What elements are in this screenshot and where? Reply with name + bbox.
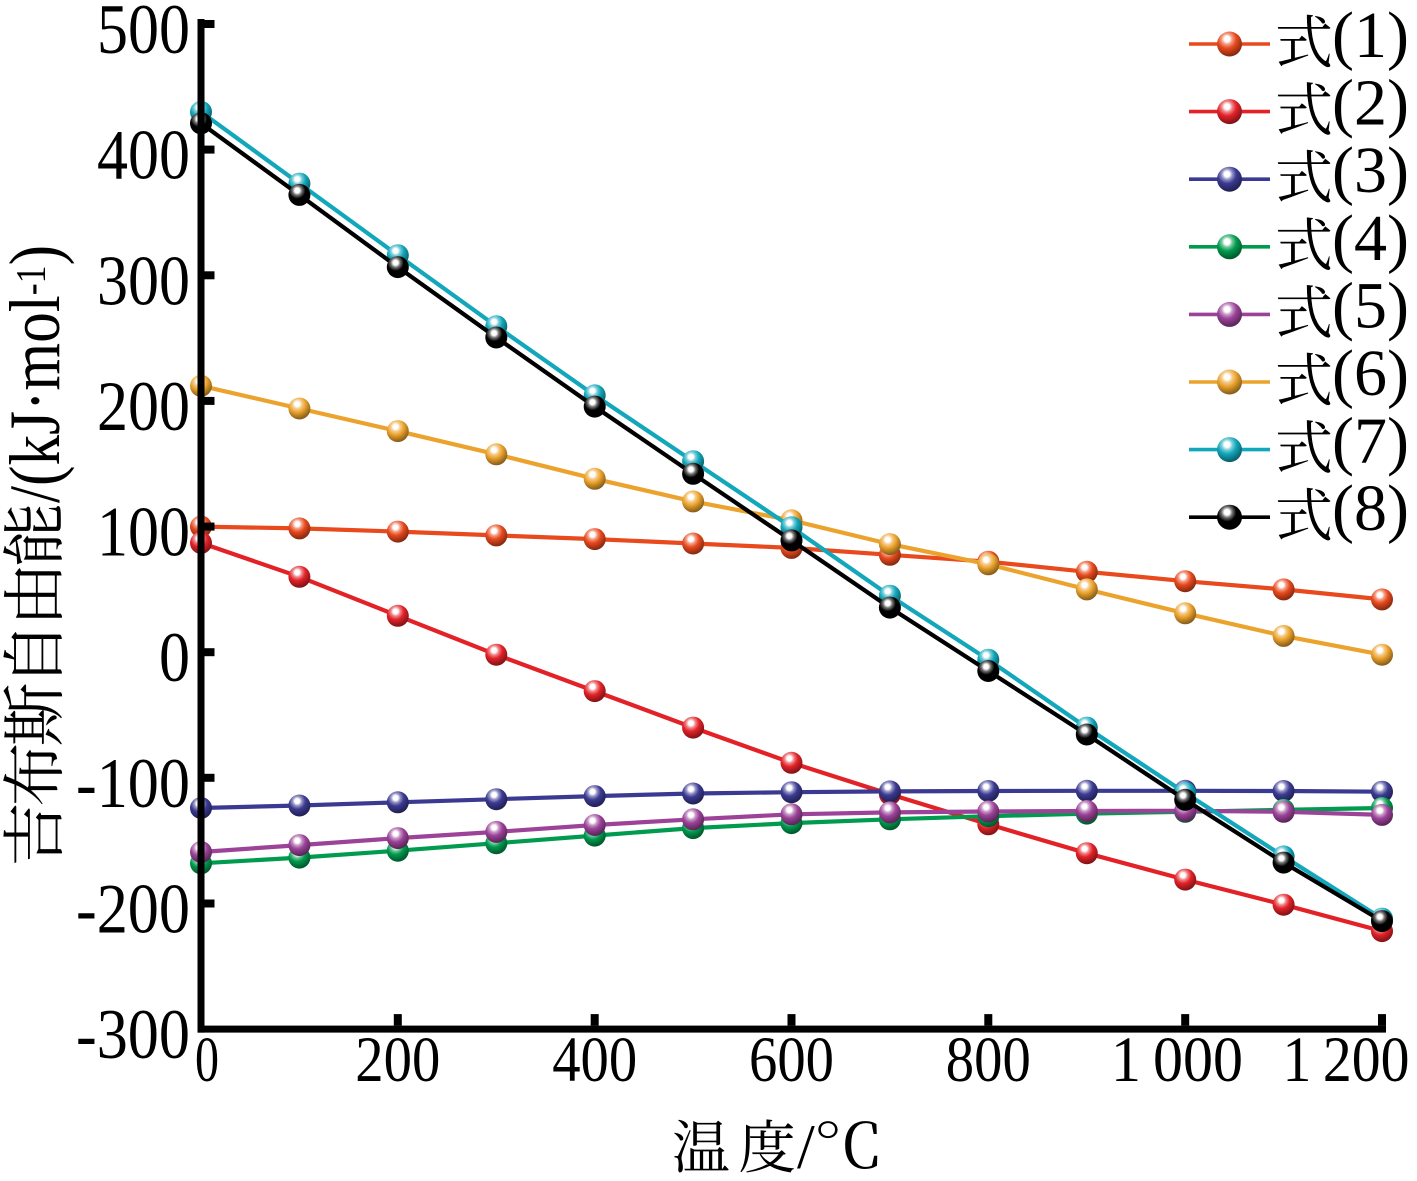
svg-text:(4): (4) bbox=[1332, 202, 1409, 275]
svg-text:800: 800 bbox=[946, 1024, 1031, 1096]
svg-text:(1): (1) bbox=[1332, 0, 1409, 72]
svg-text:1 200: 1 200 bbox=[1283, 1024, 1410, 1096]
svg-text:-300: -300 bbox=[76, 996, 190, 1074]
svg-text:100: 100 bbox=[97, 494, 190, 572]
svg-text:(3): (3) bbox=[1332, 134, 1409, 207]
svg-text:(2): (2) bbox=[1332, 67, 1409, 140]
svg-text:400: 400 bbox=[97, 117, 190, 195]
svg-text:(6): (6) bbox=[1332, 337, 1409, 410]
svg-text:(8): (8) bbox=[1332, 472, 1409, 545]
svg-text:(5): (5) bbox=[1332, 269, 1409, 342]
svg-text:600: 600 bbox=[749, 1024, 834, 1096]
svg-text:0: 0 bbox=[159, 619, 190, 697]
svg-text:400: 400 bbox=[552, 1024, 637, 1096]
svg-text:/: / bbox=[797, 1111, 815, 1181]
svg-text:-100: -100 bbox=[76, 745, 190, 823]
svg-text:300: 300 bbox=[97, 242, 190, 320]
svg-text:1 000: 1 000 bbox=[1111, 1024, 1243, 1096]
svg-text:200: 200 bbox=[97, 368, 190, 446]
svg-text:-200: -200 bbox=[76, 871, 190, 949]
svg-text:0: 0 bbox=[195, 1024, 219, 1096]
svg-text:(7): (7) bbox=[1332, 405, 1409, 478]
svg-text:500: 500 bbox=[97, 0, 190, 69]
svg-text:200: 200 bbox=[355, 1024, 440, 1096]
